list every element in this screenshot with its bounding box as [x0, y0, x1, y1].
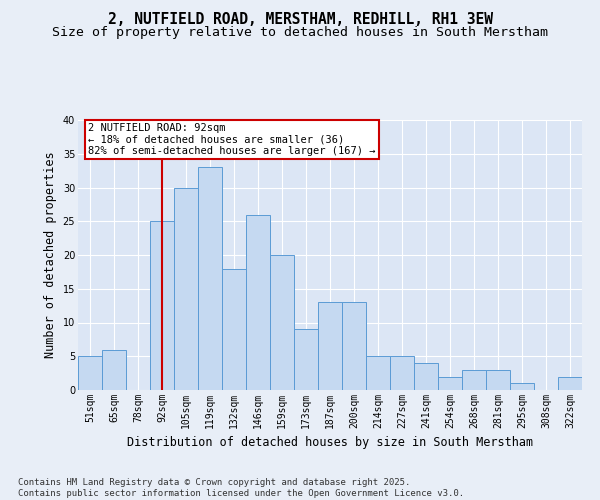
Bar — [222, 268, 246, 390]
Bar — [390, 356, 414, 390]
Text: 2 NUTFIELD ROAD: 92sqm
← 18% of detached houses are smaller (36)
82% of semi-det: 2 NUTFIELD ROAD: 92sqm ← 18% of detached… — [88, 122, 376, 156]
Text: Contains HM Land Registry data © Crown copyright and database right 2025.
Contai: Contains HM Land Registry data © Crown c… — [18, 478, 464, 498]
Bar — [318, 302, 342, 390]
Bar — [102, 350, 126, 390]
Bar — [174, 188, 198, 390]
Bar — [438, 376, 462, 390]
Bar — [78, 356, 102, 390]
Bar — [462, 370, 486, 390]
Bar — [198, 167, 222, 390]
Text: 2, NUTFIELD ROAD, MERSTHAM, REDHILL, RH1 3EW: 2, NUTFIELD ROAD, MERSTHAM, REDHILL, RH1… — [107, 12, 493, 28]
Bar — [366, 356, 390, 390]
Bar — [150, 221, 174, 390]
Bar — [270, 255, 294, 390]
Text: Size of property relative to detached houses in South Merstham: Size of property relative to detached ho… — [52, 26, 548, 39]
Bar — [414, 363, 438, 390]
Bar — [558, 376, 582, 390]
Y-axis label: Number of detached properties: Number of detached properties — [44, 152, 57, 358]
X-axis label: Distribution of detached houses by size in South Merstham: Distribution of detached houses by size … — [127, 436, 533, 450]
Bar — [246, 214, 270, 390]
Bar — [294, 329, 318, 390]
Bar — [486, 370, 510, 390]
Bar — [510, 383, 534, 390]
Bar — [342, 302, 366, 390]
